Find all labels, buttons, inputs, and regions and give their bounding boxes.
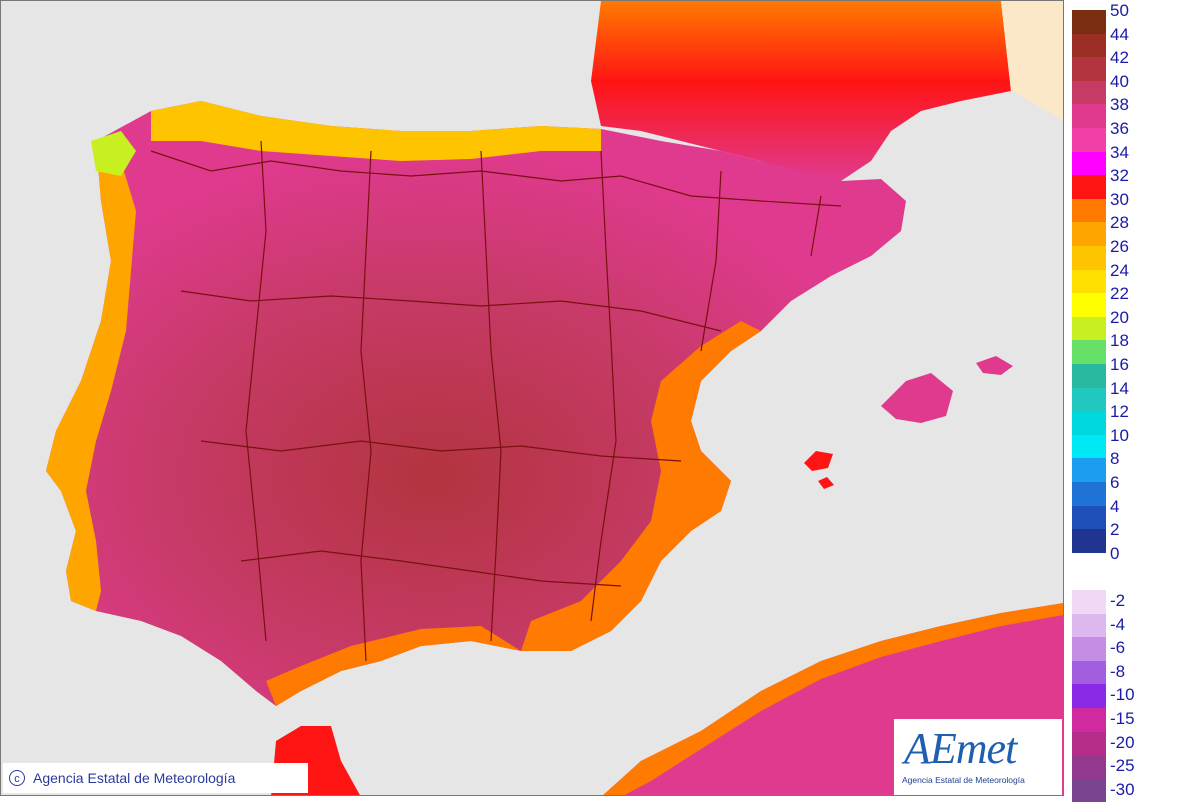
legend-tick-label: -30 [1110, 779, 1135, 799]
legend-swatch [1072, 80, 1106, 105]
legend-tick-label: -6 [1110, 638, 1126, 658]
legend-tick-label: 14 [1110, 378, 1129, 398]
legend-swatch [1072, 57, 1106, 81]
iberian-peninsula [46, 101, 906, 706]
legend-swatch-negative [1072, 637, 1106, 661]
legend-swatch [1072, 458, 1106, 482]
legend-swatch [1072, 128, 1106, 152]
temperature-legend: 50 44 42 40 38 36 34 32 30 28 26 24 22 20 18 16 14 12 10 8 6… [1070, 2, 1195, 802]
legend-tick-label: 32 [1110, 166, 1129, 186]
mallorca-island [881, 373, 953, 423]
legend-swatch [1072, 434, 1106, 459]
legend-swatch-negative [1072, 590, 1106, 614]
legend-tick-label: 0 [1110, 543, 1120, 563]
province-boundaries [150, 140, 842, 662]
atlantic-coast-band [46, 141, 136, 611]
france-region [591, 1, 1011, 181]
legend-tick-label: 24 [1110, 260, 1129, 280]
legend-tick-label: 30 [1110, 189, 1129, 209]
legend-swatch-negative [1072, 613, 1106, 638]
legend-swatch-negative [1072, 731, 1106, 756]
galicia-cool-spot [91, 131, 136, 176]
legend-swatch [1072, 151, 1106, 176]
mediterranean-coast-band [521, 321, 761, 651]
legend-swatch [1072, 364, 1106, 388]
south-coast-band [266, 626, 521, 706]
legend-swatch [1072, 316, 1106, 341]
legend-tick-label: 44 [1110, 24, 1129, 44]
copyright-notice: c Agencia Estatal de Meteorología [3, 763, 308, 793]
legend-tick-label: 18 [1110, 331, 1129, 351]
legend-swatch [1072, 246, 1106, 270]
legend-tick-label: 4 [1110, 496, 1120, 516]
legend-swatch [1072, 222, 1106, 246]
legend-swatch-negative [1072, 708, 1106, 732]
legend-swatch-negative [1072, 778, 1106, 802]
legend-tick-label: -15 [1110, 709, 1135, 728]
legend-swatch [1072, 482, 1106, 506]
aemet-logo-mark: AEmet [904, 724, 1017, 773]
legend-swatch [1072, 33, 1106, 58]
france-outer-area [1001, 1, 1063, 121]
legend-tick-label: 12 [1110, 402, 1129, 422]
legend-swatch-negative [1072, 755, 1106, 779]
legend-tick-label: -10 [1110, 685, 1135, 705]
aemet-logo: AEmet Agencia Estatal de Meteorología [894, 719, 1062, 795]
map-canvas [46, 1, 1063, 795]
legend-tick-label: 42 [1110, 48, 1129, 68]
legend-swatch [1072, 529, 1106, 553]
aemet-logo-subtitle: Agencia Estatal de Meteorología [902, 775, 1025, 785]
copyright-icon: c [9, 770, 25, 786]
legend-swatch-negative [1072, 660, 1106, 685]
copyright-text: Agencia Estatal de Meteorología [33, 770, 236, 786]
formentera-island [818, 477, 834, 489]
legend-tick-label: 34 [1110, 142, 1129, 162]
legend-swatch [1072, 104, 1106, 128]
legend-swatch [1072, 387, 1106, 412]
legend-tick-label: 8 [1110, 449, 1120, 469]
menorca-island [976, 356, 1013, 375]
temperature-map: c Agencia Estatal de Meteorología AEmet … [0, 0, 1064, 796]
legend-tick-label: 28 [1110, 213, 1129, 233]
legend-tick-label: 22 [1110, 284, 1129, 304]
legend-tick-label: -20 [1110, 732, 1135, 752]
legend-tick-label: 2 [1110, 520, 1120, 540]
legend-swatch [1072, 198, 1106, 223]
legend-tick-label: 36 [1110, 119, 1129, 138]
legend-tick-label: 10 [1110, 425, 1129, 445]
legend-swatch [1072, 10, 1106, 34]
north-africa-coast-band [603, 603, 1063, 795]
legend-swatch [1072, 269, 1106, 294]
legend-tick-label: 20 [1110, 307, 1129, 327]
legend-tick-label: 6 [1110, 473, 1120, 492]
legend-tick-label: 38 [1110, 95, 1129, 115]
legend-tick-label: 26 [1110, 237, 1129, 256]
legend-swatch [1072, 411, 1106, 435]
legend-swatch [1072, 340, 1106, 364]
legend-swatch [1072, 293, 1106, 317]
legend-tick-label: -25 [1110, 756, 1135, 776]
legend-tick-label: 50 [1110, 1, 1129, 20]
legend-swatch [1072, 505, 1106, 530]
ibiza-island [804, 451, 833, 471]
legend-swatch [1072, 175, 1106, 199]
cantabrian-coast-band [151, 101, 601, 161]
legend-tick-label: 40 [1110, 71, 1129, 91]
legend-tick-label: -2 [1110, 591, 1126, 610]
legend-swatch-negative [1072, 684, 1106, 708]
legend-tick-label: -4 [1110, 614, 1126, 634]
legend-tick-label: 16 [1110, 355, 1129, 374]
legend-tick-label: -8 [1110, 661, 1126, 681]
